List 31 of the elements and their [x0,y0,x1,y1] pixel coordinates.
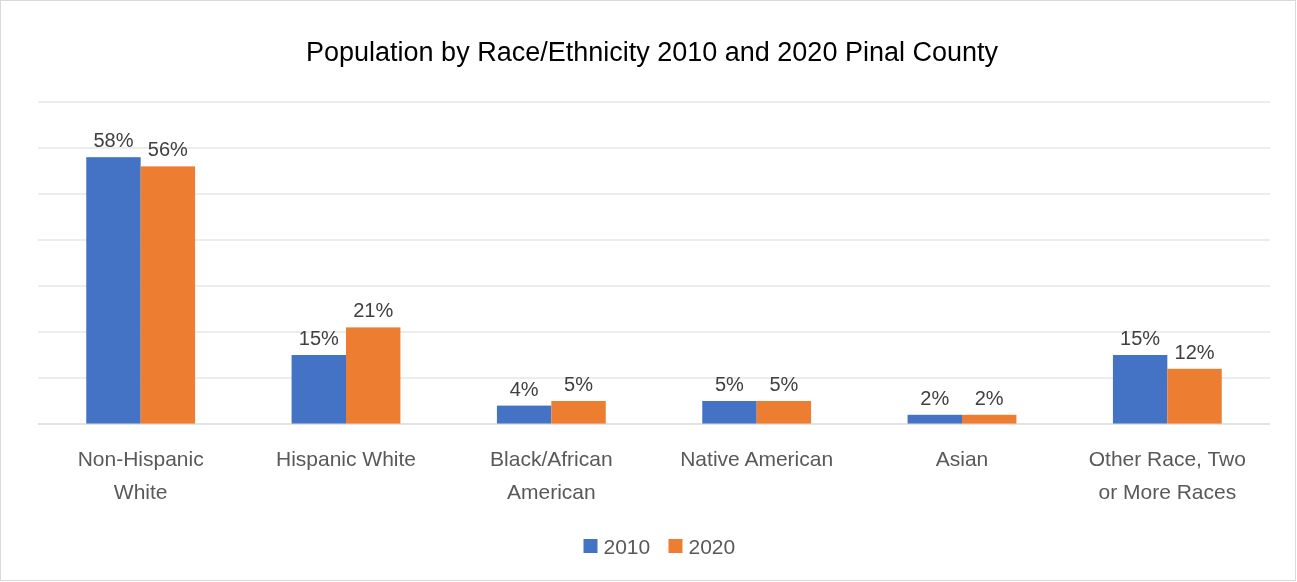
legend-label: 2020 [688,535,736,558]
bar [346,327,401,424]
data-label: 58% [93,129,134,152]
x-tick-label: Non-Hispanic White [77,447,204,503]
data-label: 12% [1174,340,1215,363]
data-label: 5% [769,373,799,395]
bar [756,401,812,424]
data-label: 15% [1120,327,1161,349]
data-label: 2% [974,386,1004,409]
data-label: 4% [509,377,539,400]
data-label: 15% [298,327,340,349]
bar [702,401,757,424]
bar [496,405,552,424]
x-tick-label: Other Race, Two or More Races [1088,447,1246,503]
bar [1112,355,1168,424]
legend-label: 2010 [603,535,651,558]
x-tick-label: Native American [680,447,834,470]
x-tick-label: Hispanic White [275,447,417,470]
data-label: 5% [715,373,745,395]
x-tick-label: Black/African American [490,447,613,503]
x-tick-label: Asian [935,447,989,470]
bar [86,157,141,424]
bar [291,355,346,424]
data-label: 56% [147,138,189,161]
data-label: 21% [353,299,394,322]
chart-title: Population by Race/Ethnicity 2010 and 2020 Pinal County [306,37,999,67]
bar [1167,368,1222,424]
bar [551,401,606,424]
data-label: 2% [920,386,950,409]
data-label: 5% [564,373,594,395]
bar [140,166,196,424]
